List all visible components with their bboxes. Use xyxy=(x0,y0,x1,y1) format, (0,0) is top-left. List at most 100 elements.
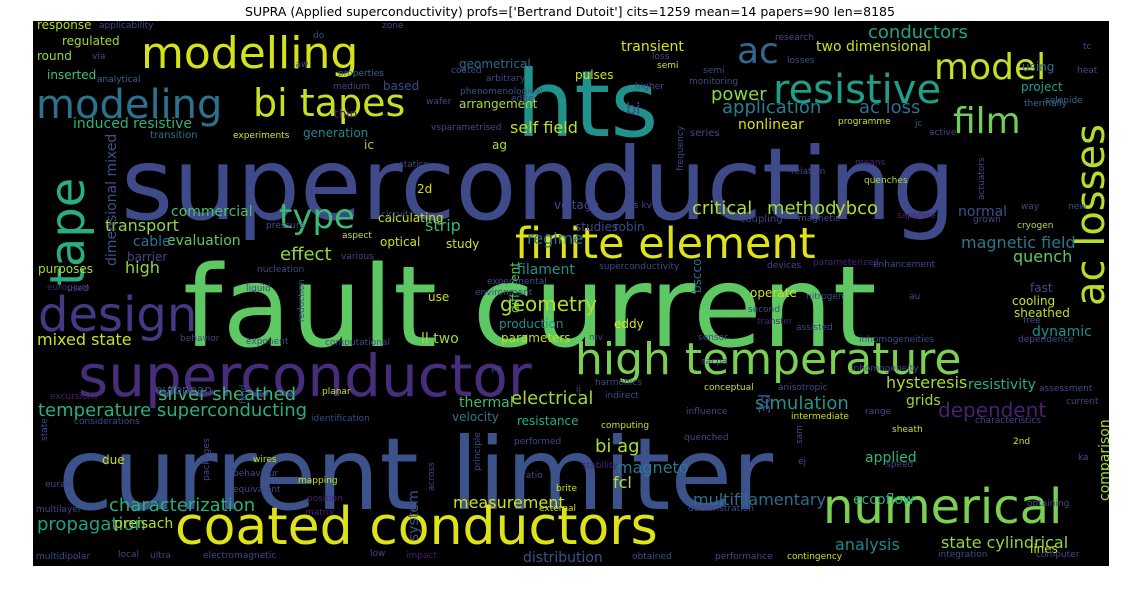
cloud-word-ac-losses: ac losses xyxy=(1068,124,1109,306)
cloud-word-do: do xyxy=(313,31,325,41)
cloud-word-assisted: assisted xyxy=(796,323,833,333)
cloud-word-calculating: calculating xyxy=(378,211,443,225)
cloud-word-transfer: transfer xyxy=(757,317,793,327)
cloud-word-properties: properties xyxy=(338,69,384,79)
cloud-word-sapphire: sapphire xyxy=(897,211,936,221)
cloud-word-means: means xyxy=(855,158,886,168)
cloud-word-application: application xyxy=(722,97,821,118)
cloud-word-propagation: propagation xyxy=(37,514,146,535)
cloud-word-series: series xyxy=(690,128,720,139)
cloud-word-behaviour: behaviour xyxy=(233,469,279,479)
cloud-word-mapping: mapping xyxy=(298,476,338,486)
cloud-word-wires: wires xyxy=(253,455,277,465)
cloud-word-medium: medium xyxy=(333,82,370,92)
cloud-word-wafer: wafer xyxy=(426,97,452,107)
cloud-word-grown: grown xyxy=(973,215,1001,225)
cloud-word-modelling: modelling xyxy=(141,28,358,79)
cloud-word-system: system xyxy=(406,490,422,541)
cloud-word-bi-ag: bi ag xyxy=(595,436,640,457)
cloud-word-position: position xyxy=(307,494,343,504)
cloud-word-experiments: experiments xyxy=(233,131,290,141)
cloud-word-lines: lines xyxy=(1030,542,1058,556)
cloud-word-experimental: experimental xyxy=(487,277,547,287)
cloud-word-round: round xyxy=(37,49,72,63)
cloud-word-vsparametrised: vsparametrised xyxy=(431,123,501,133)
cloud-word-obtained: obtained xyxy=(632,552,672,562)
cloud-word-simulation: simulation xyxy=(755,393,849,414)
cloud-word-preisach: preisach xyxy=(114,516,173,532)
cloud-word-ybco: ybco xyxy=(835,198,878,219)
cloud-word-harmonics: harmonics xyxy=(595,378,642,388)
cloud-word-quenches: quenches xyxy=(864,176,908,186)
cloud-word-finite-element: finite element xyxy=(515,219,816,269)
cloud-word-type: type xyxy=(279,197,355,237)
cloud-word-jc: jc xyxy=(914,119,923,129)
cloud-word-ll-two: ll two xyxy=(421,331,459,347)
cloud-word-nitrogen: nitrogen xyxy=(806,292,844,302)
cloud-word-au: au xyxy=(909,292,920,302)
cloud-word-barrier: barrier xyxy=(127,250,167,264)
cloud-word-geometry: geometry xyxy=(500,292,597,316)
cloud-word-sensor: sensor xyxy=(698,333,728,343)
cloud-word-magnetic-field: magnetic field xyxy=(961,233,1076,252)
cloud-word-intermediate: intermediate xyxy=(791,412,849,422)
cloud-word-euram: euram xyxy=(45,480,74,490)
cloud-word-magneto: magneto xyxy=(617,458,689,477)
cloud-word-current-limiter: current limiter xyxy=(58,416,774,533)
cloud-word-3d: 3d xyxy=(755,394,774,414)
cloud-word-multifilamentary: multifilamentary xyxy=(693,490,826,509)
cloud-word-arbitrary: arbitrary xyxy=(486,74,526,84)
cloud-word-eddy: eddy xyxy=(614,317,644,331)
cloud-word-high: high xyxy=(125,258,160,277)
cloud-word-thermal: thermal xyxy=(459,395,514,411)
cloud-word-superconducting: superconducting xyxy=(121,126,956,243)
cloud-word-principle: principle xyxy=(473,432,483,471)
cloud-word-ac-loss: ac loss xyxy=(859,97,920,118)
cloud-word-environment: environment xyxy=(475,288,533,298)
cloud-word-distribution: distribution xyxy=(523,550,603,566)
cloud-word-geometrical: geometrical xyxy=(459,57,531,71)
cloud-word-semi: semi xyxy=(657,61,679,71)
cloud-word-2nd: 2nd xyxy=(1013,437,1030,447)
cloud-word-free: free xyxy=(1023,316,1041,326)
cloud-word-quenched: quenched xyxy=(684,433,729,443)
figure-title: SUPRA (Applied superconductivity) profs=… xyxy=(245,4,895,19)
cloud-word-transport: transport xyxy=(105,216,179,235)
cloud-word-new: new xyxy=(1068,202,1087,212)
cloud-word-planar: planar xyxy=(322,387,351,397)
cloud-word-statics: statics xyxy=(399,160,429,170)
cloud-word-research: research xyxy=(775,33,814,43)
cloud-word-hysteresis: hysteresis xyxy=(886,373,967,392)
cloud-word-normal: normal xyxy=(958,204,1007,220)
cloud-word-phenomenological: phenomenological xyxy=(460,87,543,97)
cloud-word-relation: relation xyxy=(791,167,825,177)
cloud-word-computer: computer xyxy=(1036,550,1080,560)
cloud-word-anisotropic: anisotropic xyxy=(778,383,828,393)
cloud-word-pe: pe xyxy=(491,364,503,374)
cloud-word-assessment: assessment xyxy=(1039,384,1093,394)
cloud-word-ej: ej xyxy=(798,457,806,467)
cloud-word-loss: loss xyxy=(652,52,670,62)
cloud-word-transient: transient xyxy=(621,39,684,55)
cloud-word-performed: performed xyxy=(514,437,561,447)
cloud-word-applicability: applicability xyxy=(99,21,154,31)
cloud-word-production: production xyxy=(499,317,563,331)
cloud-word-enhancement: enhancement xyxy=(873,260,936,270)
cloud-word-mv: mv xyxy=(589,333,604,343)
cloud-word-quench: quench xyxy=(1013,247,1072,266)
cloud-word-considerations: considerations xyxy=(74,417,140,427)
cloud-word-different: different xyxy=(508,262,522,313)
cloud-word-pulses: pulses xyxy=(575,68,613,82)
cloud-word-ic: ic xyxy=(364,138,374,152)
cloud-word-velocity: velocity xyxy=(452,410,499,424)
cloud-word-dynamic: dynamic xyxy=(1032,324,1092,340)
cloud-word-grids: grids xyxy=(906,393,941,409)
word-cloud: current limiter fault current superconduct… xyxy=(33,21,1109,566)
cloud-word-dimensional-mixed: dimensional mixed xyxy=(104,134,120,266)
cloud-word-voltage: voltage xyxy=(554,198,599,212)
cloud-word-sheath: sheath xyxy=(892,425,923,435)
cloud-word-ac: ac xyxy=(737,31,779,72)
cloud-word-ka: ka xyxy=(1078,453,1089,463)
cloud-word-superconductivity: superconductivity xyxy=(599,262,680,272)
cloud-word-parameters: parameters xyxy=(501,331,571,345)
